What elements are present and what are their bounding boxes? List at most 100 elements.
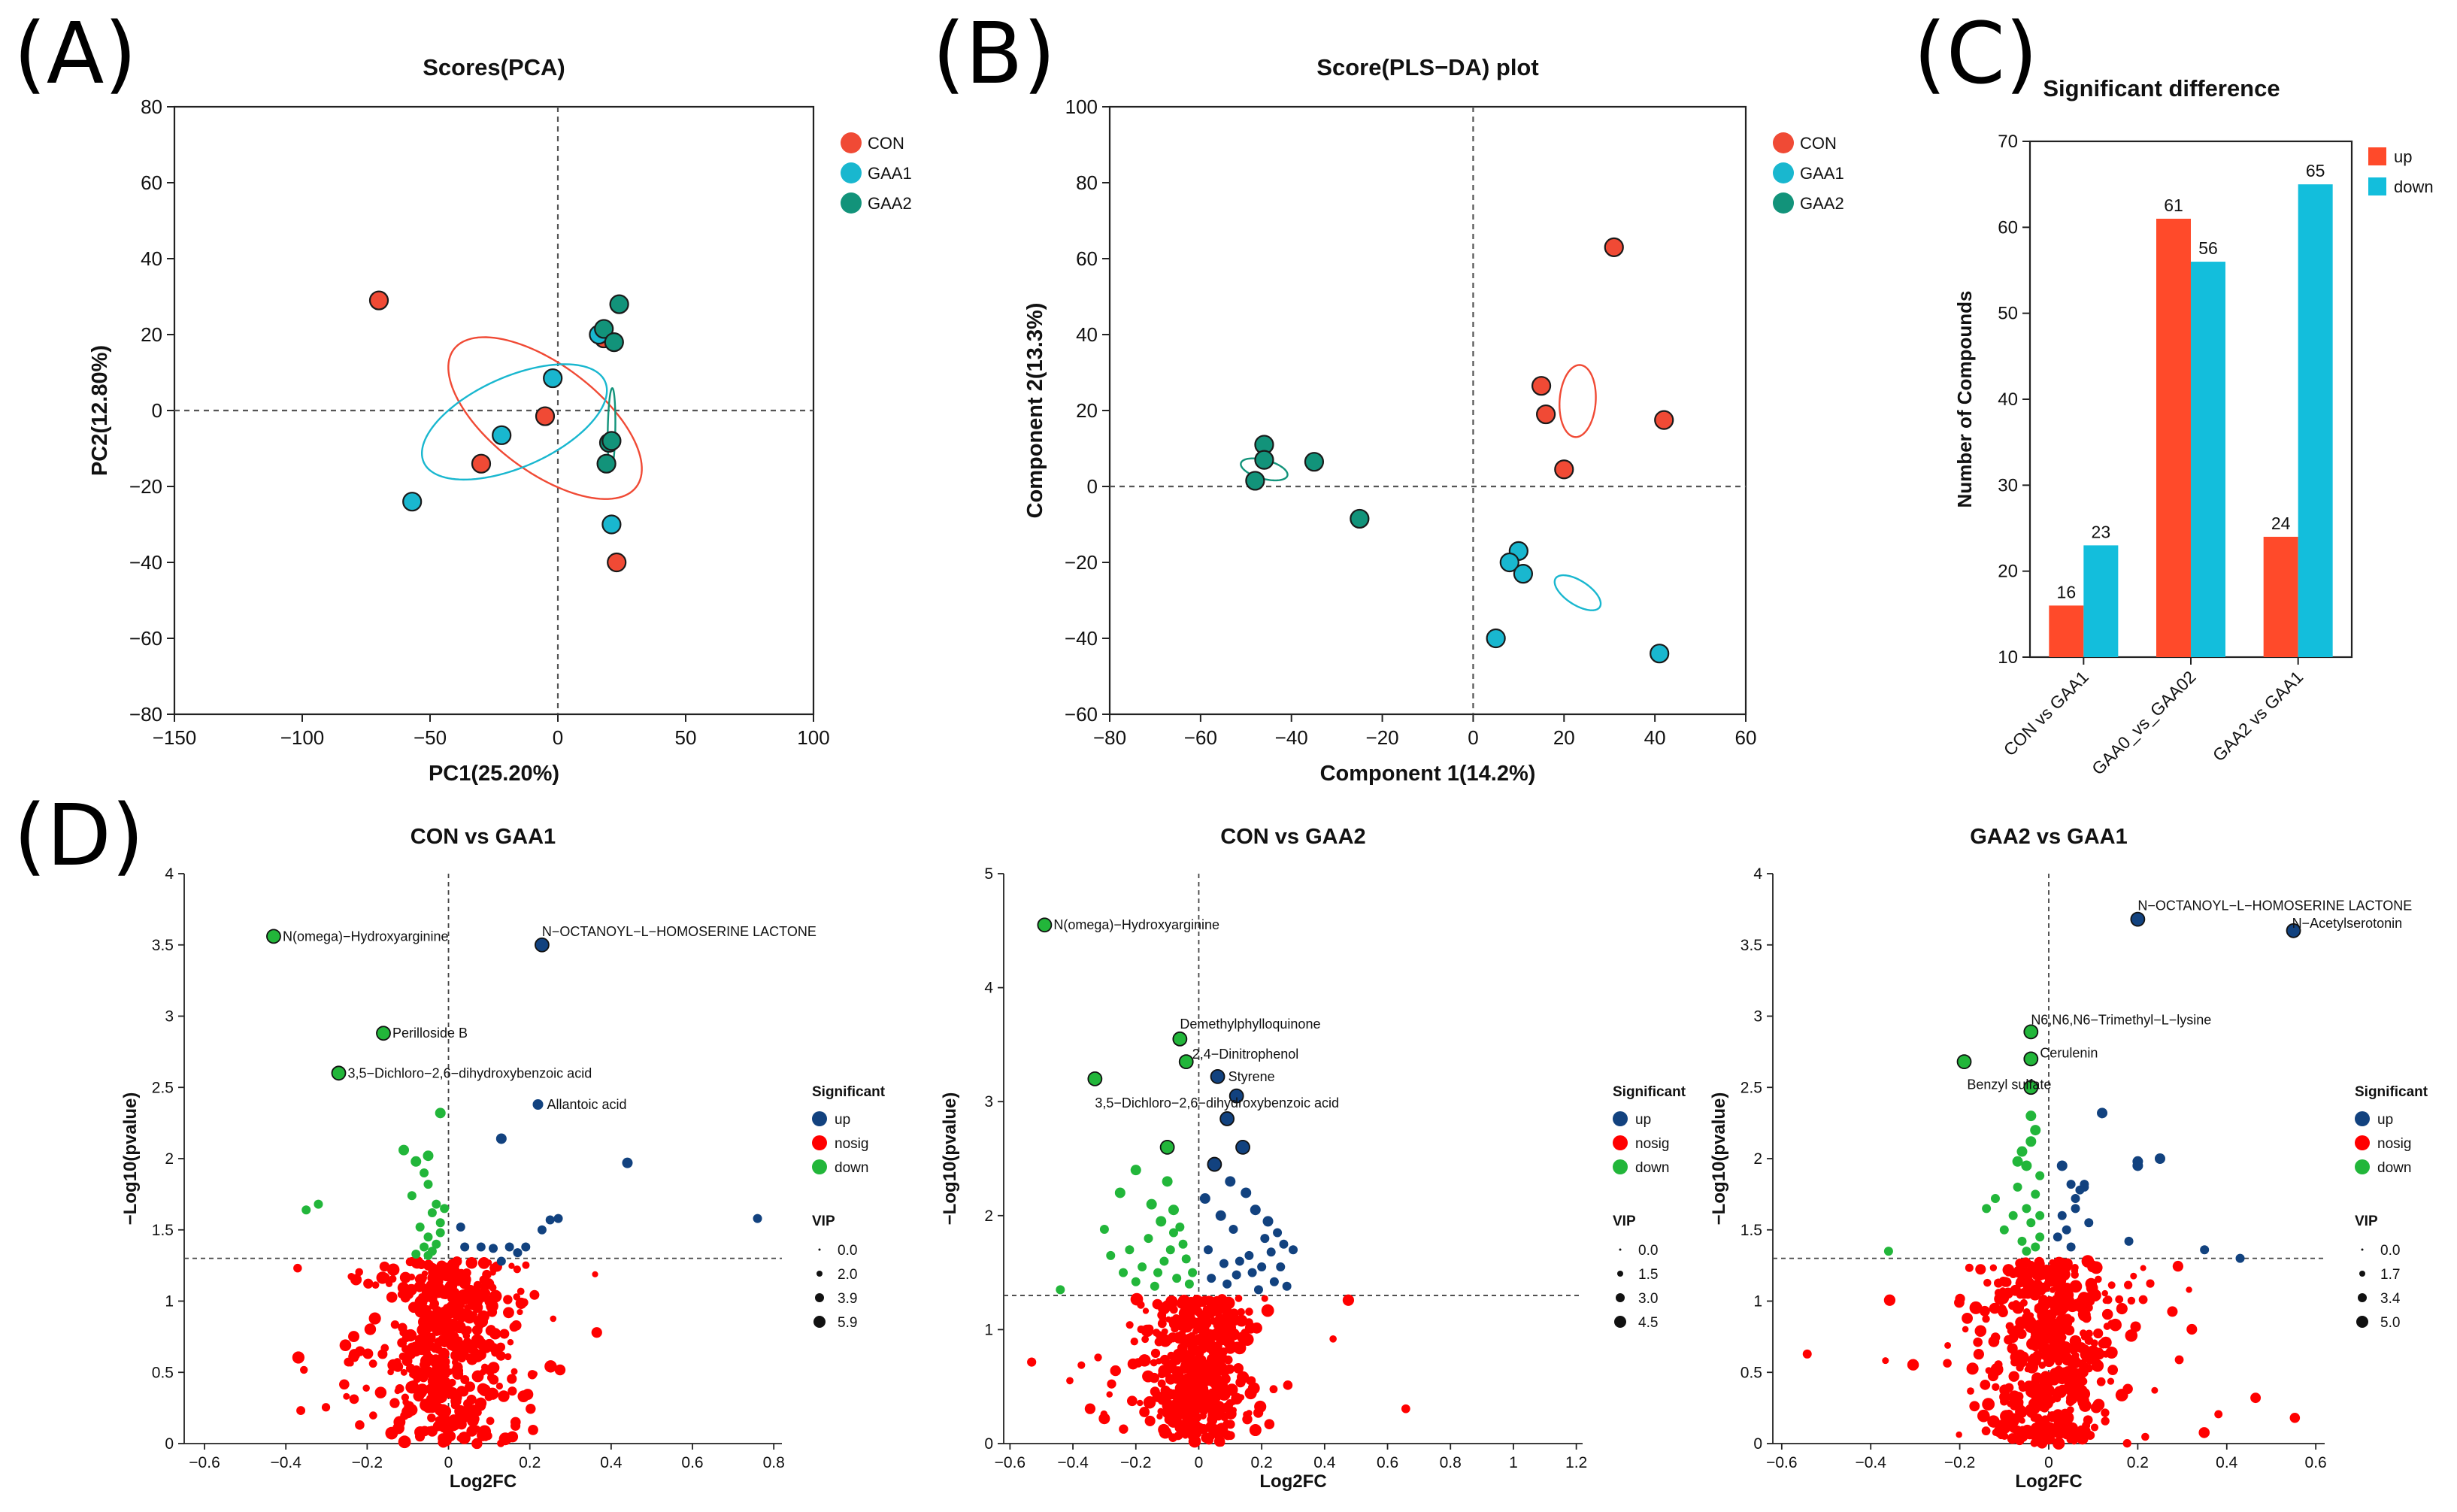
point-nosig <box>480 1363 489 1371</box>
legend-label-nosig: nosig <box>2377 1136 2411 1152</box>
point-nosig <box>2012 1301 2025 1314</box>
point-nosig <box>1168 1359 1176 1365</box>
point-nosig <box>1233 1363 1244 1374</box>
point-down <box>415 1222 425 1232</box>
legend-label-up: up <box>2394 147 2412 166</box>
vip-legend-label: 1.5 <box>1638 1267 1658 1283</box>
point-nosig <box>1094 1353 1102 1362</box>
point-gaa2 <box>604 332 624 353</box>
point-nosig <box>420 1302 428 1311</box>
point-nosig <box>368 1312 381 1325</box>
point-nosig <box>1150 1348 1161 1358</box>
point-nosig <box>408 1273 416 1280</box>
point-down <box>1087 1071 1103 1086</box>
point-nosig <box>413 1367 426 1380</box>
x-tick-label: −60 <box>1184 726 1217 749</box>
point-nosig <box>550 1315 557 1323</box>
point-nosig <box>2116 1303 2128 1315</box>
point-down <box>1982 1204 1992 1214</box>
point-down <box>2023 1024 2039 1040</box>
point-up <box>2097 1107 2108 1119</box>
point-nosig <box>1167 1332 1178 1343</box>
point-nosig <box>2138 1295 2148 1304</box>
plot-frame <box>1108 105 1747 716</box>
confidence-ellipse-con <box>1559 364 1597 438</box>
point-down <box>1172 1031 1188 1047</box>
point-nosig <box>2043 1356 2055 1368</box>
point-nosig <box>2053 1437 2065 1450</box>
y-tick-label: 0 <box>165 1435 174 1453</box>
plsda-score-chart: Score(PLS−DA) plot−80 −60 −40 −20 0 20 40 60−60… <box>1023 54 1844 786</box>
point-nosig <box>1204 1295 1214 1306</box>
point-nosig <box>2103 1323 2111 1330</box>
point-nosig <box>368 1359 377 1368</box>
point-nosig <box>1247 1382 1260 1395</box>
x-tick-label: GAA2 vs GAA1 <box>2209 667 2307 765</box>
y-tick-label: 3.5 <box>152 937 174 954</box>
point-nosig <box>299 1365 308 1374</box>
point-up <box>2130 911 2146 927</box>
point-down <box>1168 1204 1179 1216</box>
confidence-ellipse-gaa1 <box>420 363 608 481</box>
point-gaa2 <box>596 453 617 474</box>
point-nosig <box>389 1398 400 1408</box>
point-nosig <box>2013 1397 2024 1407</box>
point-nosig <box>2122 1439 2131 1448</box>
point-nosig <box>473 1280 482 1289</box>
point-nosig <box>405 1380 419 1394</box>
point-nosig <box>2009 1269 2018 1278</box>
point-up <box>2057 1211 2067 1220</box>
point-nosig <box>1188 1346 1198 1356</box>
point-up <box>1269 1277 1279 1286</box>
point-nosig <box>2083 1415 2093 1425</box>
point-nosig <box>292 1351 304 1364</box>
point-nosig <box>520 1298 529 1307</box>
point-up <box>1257 1262 1267 1272</box>
point-nosig <box>1181 1350 1191 1359</box>
point-down <box>1099 1224 1109 1234</box>
point-nosig <box>374 1386 387 1398</box>
legend-label-con: CON <box>868 134 904 153</box>
point-nosig <box>1225 1343 1236 1354</box>
vip-legend-label: 0.0 <box>1638 1243 1658 1259</box>
bar-up <box>2156 218 2191 657</box>
point-nosig <box>1214 1314 1225 1325</box>
point-annotation: Cerulenin <box>2040 1045 2098 1060</box>
point-nosig <box>507 1339 514 1346</box>
x-tick-label: −50 <box>414 726 447 749</box>
point-up <box>1199 1193 1210 1204</box>
point-nosig <box>1222 1430 1233 1441</box>
point-nosig <box>2048 1395 2056 1404</box>
point-nosig <box>405 1363 416 1374</box>
point-nosig <box>448 1414 460 1426</box>
point-down <box>2026 1218 2036 1228</box>
point-gaa1 <box>1486 628 1506 649</box>
point-nosig <box>2034 1437 2043 1447</box>
point-nosig <box>2050 1275 2062 1288</box>
point-nosig <box>1156 1358 1162 1365</box>
y-tick-label: 0.5 <box>152 1364 174 1381</box>
point-nosig <box>1195 1335 1204 1344</box>
x-tick-label: GAA0_vs_GAA02 <box>2088 667 2200 779</box>
bar-up <box>2049 605 2084 657</box>
point-up <box>622 1157 633 1168</box>
point-nosig <box>1969 1301 1983 1314</box>
point-nosig <box>1180 1326 1188 1334</box>
point-nosig <box>454 1404 467 1418</box>
point-nosig <box>447 1301 458 1312</box>
point-nosig <box>1233 1341 1247 1355</box>
point-nosig <box>2086 1430 2095 1441</box>
legend-marker-nosig <box>2355 1135 2370 1150</box>
x-tick-label: 40 <box>1644 726 1666 749</box>
point-nosig <box>463 1311 476 1324</box>
chart-title: Scores(PCA) <box>423 54 565 80</box>
point-down <box>1106 1250 1116 1260</box>
point-nosig <box>1192 1368 1205 1382</box>
point-nosig <box>2033 1280 2043 1289</box>
point-nosig <box>504 1353 512 1361</box>
point-nosig <box>410 1341 422 1353</box>
point-up <box>1219 1259 1228 1268</box>
x-tick-label: 0 <box>1468 726 1478 749</box>
point-down <box>423 1180 433 1189</box>
point-nosig <box>1269 1385 1278 1394</box>
